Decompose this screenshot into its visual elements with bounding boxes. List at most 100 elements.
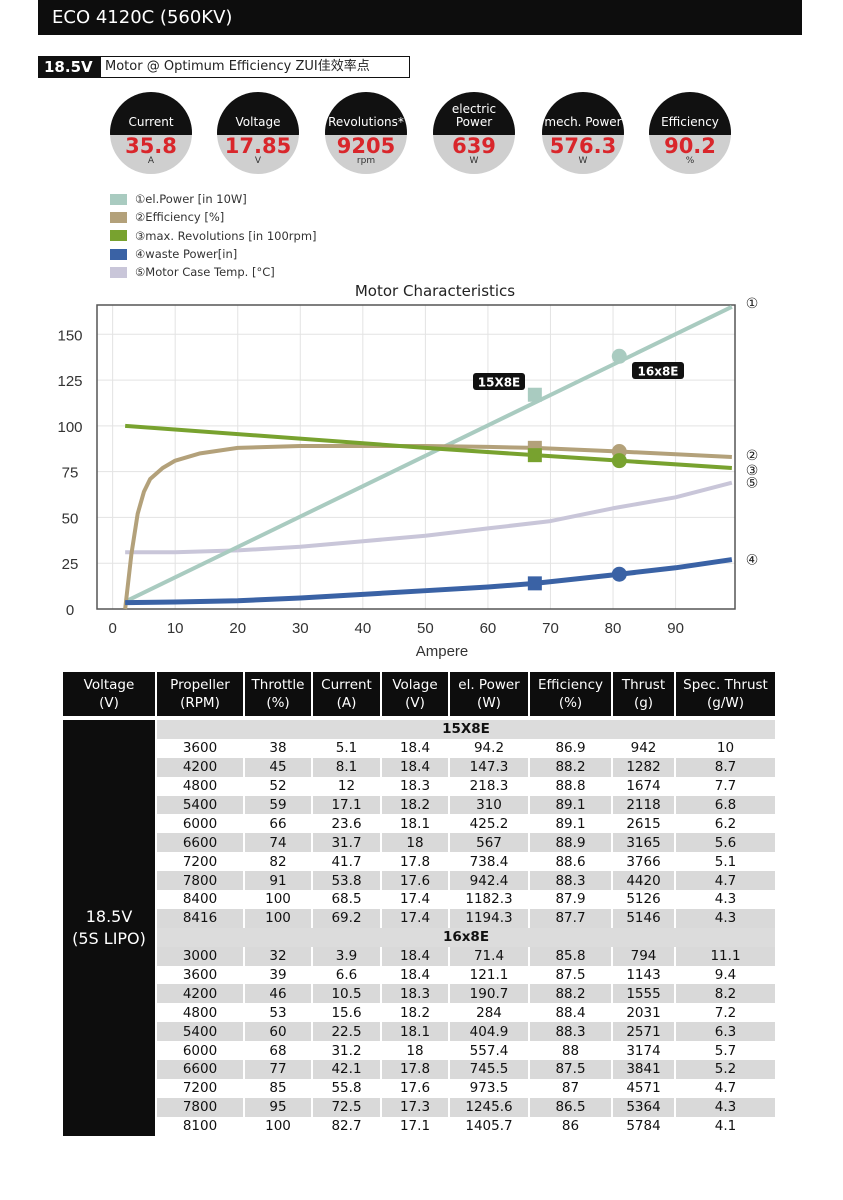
- table-cell: 82.7: [313, 1116, 382, 1136]
- column-header: Current (A): [313, 672, 382, 716]
- table-cell: 68.5: [313, 890, 382, 909]
- table-cell: 18.3: [382, 984, 450, 1004]
- table-cell: 5784: [613, 1116, 676, 1136]
- table-cell: 88.6: [530, 852, 613, 872]
- table-cell: 88.2: [530, 984, 613, 1004]
- table-cell: 52: [245, 776, 313, 796]
- voltage-badge: 18.5V: [38, 56, 100, 78]
- table-cell: 7.2: [676, 1003, 777, 1023]
- gauge-value: 639: [452, 134, 496, 158]
- table-cell: 5364: [613, 1097, 676, 1117]
- table-cell: 3600: [157, 738, 245, 758]
- x-axis-label: Ampere: [416, 643, 469, 660]
- y-tick-label: 150: [57, 327, 82, 344]
- table-cell: 4200: [157, 984, 245, 1004]
- table-cell: 8.2: [676, 984, 777, 1004]
- table-cell: 18.1: [382, 1022, 450, 1042]
- legend-item: ④waste Power[in]: [110, 245, 317, 263]
- table-cell: 31.7: [313, 833, 382, 853]
- legend-label: ④waste Power[in]: [135, 247, 238, 262]
- legend-label: ③max. Revolutions [in 100rpm]: [135, 228, 317, 243]
- table-cell: 942: [613, 738, 676, 758]
- table-cell: 1245.6: [450, 1097, 530, 1117]
- table-cell: 4.3: [676, 890, 777, 909]
- table-cell: 17.6: [382, 871, 450, 891]
- table-cell: 4800: [157, 776, 245, 796]
- propeller-group-label: 16x8E: [157, 927, 777, 947]
- legend-item: ③max. Revolutions [in 100rpm]: [110, 227, 317, 245]
- table-cell: 1194.3: [450, 908, 530, 928]
- table-cell: 3766: [613, 852, 676, 872]
- table-cell: 6000: [157, 1041, 245, 1061]
- table-row: 5400 59 17.1 18.2 310 89.1 2118 6.8: [63, 795, 777, 815]
- legend-label: ①el.Power [in 10W]: [135, 192, 247, 207]
- table-cell: 121.1: [450, 965, 530, 985]
- gauge-value: 576.3: [549, 134, 617, 158]
- table-cell: 87.5: [530, 965, 613, 985]
- table-row: 3000 32 3.9 18.4 71.4 85.8 794 11.1: [63, 946, 777, 966]
- series-end-label: ③: [746, 463, 759, 479]
- table-cell: 95: [245, 1097, 313, 1117]
- table-cell: 4.7: [676, 1078, 777, 1098]
- y-tick-label: 50: [62, 510, 79, 527]
- table-cell: 4.3: [676, 908, 777, 928]
- table-cell: 6600: [157, 833, 245, 853]
- table-cell: 18.2: [382, 1003, 450, 1023]
- column-header: Voltage (V): [63, 672, 157, 716]
- gauge-label: Efficiency: [649, 92, 731, 135]
- page-title: ECO 4120C (560KV): [38, 0, 802, 35]
- legend-item: ⑤Motor Case Temp. [°C]: [110, 263, 317, 281]
- table-cell: 5126: [613, 890, 676, 909]
- table-cell: 55.8: [313, 1078, 382, 1098]
- table-cell: 3.9: [313, 946, 382, 966]
- column-header: Throttle (%): [245, 672, 313, 716]
- table-cell: 4.3: [676, 1097, 777, 1117]
- y-tick-label: 125: [57, 373, 82, 390]
- table-cell: 18.4: [382, 738, 450, 758]
- table-cell: 87.7: [530, 908, 613, 928]
- table-cell: 46: [245, 984, 313, 1004]
- table-cell: 91: [245, 871, 313, 891]
- table-row: 3600 39 6.6 18.4 121.1 87.5 1143 9.4: [63, 965, 777, 985]
- table-cell: 88.3: [530, 1022, 613, 1042]
- table-cell: 8.7: [676, 757, 777, 777]
- x-tick-label: 20: [229, 620, 246, 637]
- table-cell: 82: [245, 852, 313, 872]
- y-tick-label: 100: [57, 419, 82, 436]
- gauge-unit: W: [578, 156, 588, 166]
- table-cell: 794: [613, 946, 676, 966]
- table-cell: 4571: [613, 1078, 676, 1098]
- y-tick-label: 75: [62, 465, 79, 482]
- table-row: 4200 46 10.5 18.3 190.7 88.2 1555 8.2: [63, 984, 777, 1004]
- table-row: 4800 53 15.6 18.2 284 88.4 2031 7.2: [63, 1003, 777, 1023]
- table-row: 6000 68 31.2 18 557.4 88 3174 5.7: [63, 1041, 777, 1061]
- table-cell: 7.7: [676, 776, 777, 796]
- table-cell: 87.5: [530, 1060, 613, 1079]
- gauge-unit: A: [147, 156, 155, 166]
- legend-item: ②Efficiency [%]: [110, 208, 317, 226]
- table-cell: 4420: [613, 871, 676, 891]
- table-cell: 738.4: [450, 852, 530, 872]
- table-cell: 18: [382, 1041, 450, 1061]
- gauge-value: 90.2: [664, 134, 716, 158]
- table-cell: 18.4: [382, 757, 450, 777]
- y-tick-label: 25: [62, 556, 79, 573]
- annotation-label-bg: [632, 362, 684, 379]
- table-cell: 9.4: [676, 965, 777, 985]
- table-row: 7800 95 72.5 17.3 1245.6 86.5 5364 4.3: [63, 1097, 777, 1117]
- operating-point-banner: 18.5V Motor @ Optimum Efficiency ZUI佳效率点: [38, 56, 410, 78]
- table-cell: 18: [382, 833, 450, 853]
- table-row: 3600 38 5.1 18.4 94.2 86.9 942 10: [63, 738, 777, 758]
- table-cell: 1282: [613, 757, 676, 777]
- table-cell: 10.5: [313, 984, 382, 1004]
- gauge-0: Current 35.8 A: [110, 92, 192, 174]
- series-end-label: ⑤: [746, 476, 759, 492]
- y-tick-label: 0: [66, 602, 74, 619]
- table-cell: 7200: [157, 852, 245, 872]
- table-cell: 94.2: [450, 738, 530, 758]
- table-cell: 12: [313, 776, 382, 796]
- table-cell: 18.3: [382, 776, 450, 796]
- table-cell: 8.1: [313, 757, 382, 777]
- gauge-value: 17.85: [224, 134, 292, 158]
- column-header: Efficiency (%): [530, 672, 613, 716]
